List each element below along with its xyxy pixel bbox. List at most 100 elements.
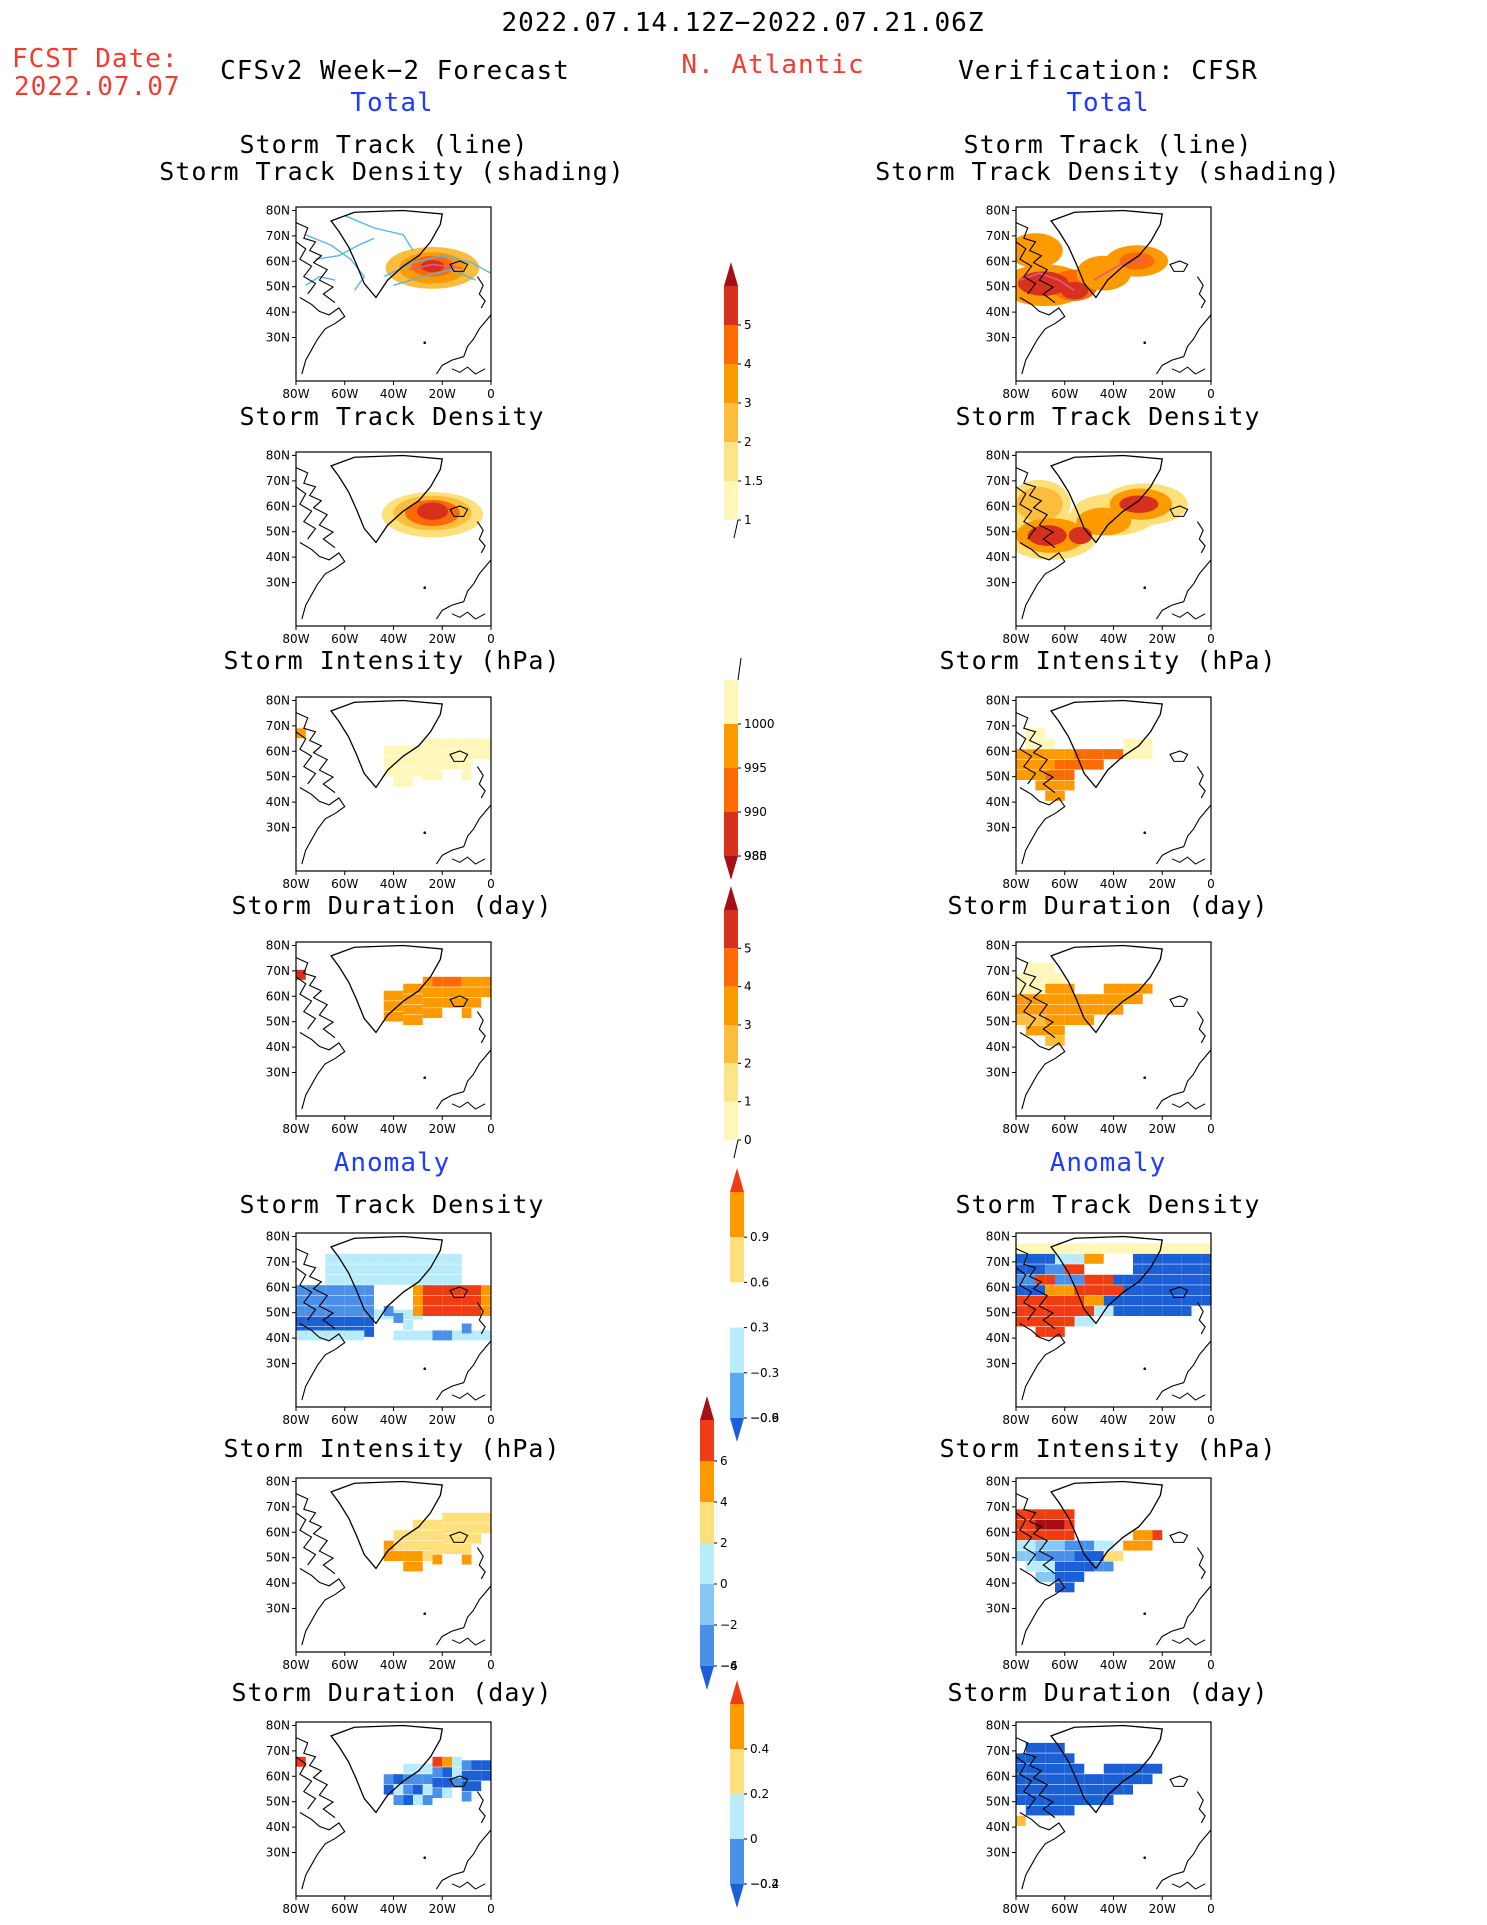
lon-tick-label: 20W bbox=[429, 877, 456, 891]
lat-tick-label: 60N bbox=[986, 254, 1010, 268]
lat-tick-label: 70N bbox=[986, 474, 1010, 488]
colorbar-tick-label: −4 bbox=[720, 1659, 738, 1673]
lat-tick-label: 40N bbox=[266, 550, 290, 564]
lon-tick-label: 40W bbox=[380, 877, 407, 891]
region-label: N. Atlantic bbox=[681, 50, 865, 80]
lat-tick-label: 70N bbox=[986, 1744, 1010, 1758]
lat-tick-label: 30N bbox=[986, 1602, 1010, 1616]
left-density-title: Storm Track Density bbox=[239, 402, 545, 431]
lon-tick-label: 80W bbox=[282, 1122, 309, 1136]
colorbar-swatch bbox=[724, 680, 738, 724]
left-intensity-title: Storm Intensity (hPa) bbox=[223, 646, 561, 675]
colorbar-swatch bbox=[730, 1704, 744, 1749]
colorbar-tick-label: 3 bbox=[744, 1018, 752, 1032]
lon-tick-label: 20W bbox=[1149, 877, 1176, 891]
lat-tick-label: 80N bbox=[986, 1229, 1010, 1243]
lat-tick-label: 70N bbox=[986, 1255, 1010, 1269]
colorbar-swatch bbox=[724, 286, 738, 325]
lon-tick-label: 80W bbox=[282, 1902, 309, 1916]
colorbar-tick-label: 0.6 bbox=[750, 1275, 769, 1289]
right-intensity-shading bbox=[1016, 699, 1211, 865]
lon-tick-label: 0 bbox=[487, 387, 495, 401]
colorbar-swatch bbox=[724, 986, 738, 1025]
colorbar-swatch bbox=[730, 1794, 744, 1839]
lat-tick-label: 60N bbox=[986, 1769, 1010, 1783]
lat-tick-label: 60N bbox=[986, 744, 1010, 758]
lat-tick-label: 40N bbox=[266, 795, 290, 809]
colorbar-swatch bbox=[724, 442, 738, 481]
lat-tick-label: 80N bbox=[986, 448, 1010, 462]
lat-tick-label: 40N bbox=[266, 305, 290, 319]
lat-tick-label: 50N bbox=[986, 1551, 1010, 1565]
left-anomaly-label: Anomaly bbox=[333, 1148, 451, 1178]
colorbar-swatch bbox=[724, 262, 738, 286]
lat-tick-label: 30N bbox=[986, 576, 1010, 590]
colorbar-tick-label: 6 bbox=[720, 1454, 728, 1468]
left-duration-title: Storm Duration (day) bbox=[231, 891, 553, 920]
colorbar-swatch bbox=[724, 325, 738, 364]
anom_density-colorbar: 0.9 0.6 0.3 −0.3 −0.6−0.9 bbox=[730, 1168, 779, 1442]
colorbar-swatch bbox=[700, 1584, 714, 1625]
right-intensity-map-panel: 80N 70N 60N 50N 40N 30N 80W 60W 40W 20W 0 bbox=[986, 693, 1215, 891]
lat-tick-label: 30N bbox=[986, 1357, 1010, 1371]
lon-tick-label: 20W bbox=[429, 387, 456, 401]
colorbar-tick-label: 0 bbox=[750, 1832, 758, 1846]
colorbar-swatch bbox=[700, 1420, 714, 1461]
colorbar-tick-label: 1000 bbox=[744, 717, 775, 731]
colorbar-swatch bbox=[724, 856, 738, 880]
right-anomaly-label: Anomaly bbox=[1049, 1148, 1167, 1178]
colorbar-tick-label: 1 bbox=[744, 513, 752, 527]
lat-tick-label: 60N bbox=[986, 989, 1010, 1003]
colorbar-swatch bbox=[730, 1327, 744, 1373]
colorbar-swatch bbox=[724, 724, 738, 768]
colorbar-swatch bbox=[700, 1461, 714, 1502]
right-anom-duration-shading bbox=[1016, 1724, 1211, 1890]
right-track-map-panel: 80N 70N 60N 50N 40N 30N 80W 60W 40W 20W 0 bbox=[986, 203, 1215, 401]
right-anom-density-map-panel: 80N 70N 60N 50N 40N 30N 80W 60W 40W 20W 0 bbox=[986, 1229, 1215, 1427]
lat-tick-label: 40N bbox=[986, 1040, 1010, 1054]
lon-tick-label: 40W bbox=[380, 632, 407, 646]
lon-tick-label: 40W bbox=[1100, 1902, 1127, 1916]
verification-title: Verification: CFSR bbox=[958, 56, 1258, 86]
lat-tick-label: 30N bbox=[266, 1066, 290, 1080]
lat-tick-label: 80N bbox=[986, 1474, 1010, 1488]
lon-tick-label: 80W bbox=[1002, 632, 1029, 646]
lat-tick-label: 70N bbox=[266, 474, 290, 488]
lon-tick-label: 80W bbox=[1002, 1122, 1029, 1136]
lon-tick-label: 0 bbox=[487, 1413, 495, 1427]
lat-tick-label: 70N bbox=[266, 1255, 290, 1269]
anom_duration-colorbar: 0.4 0.2 0 −0.2−0.4 bbox=[730, 1680, 779, 1908]
left-track-line-title: Storm Track (line) bbox=[239, 130, 529, 159]
colorbar-swatch bbox=[724, 1063, 738, 1102]
lat-tick-label: 30N bbox=[266, 576, 290, 590]
right-anom-density-title: Storm Track Density bbox=[955, 1190, 1261, 1219]
lat-tick-label: 60N bbox=[266, 1280, 290, 1294]
lon-tick-label: 80W bbox=[1002, 387, 1029, 401]
colorbar-tick-label: 3 bbox=[744, 396, 752, 410]
lat-tick-label: 80N bbox=[986, 938, 1010, 952]
left-intensity-shading bbox=[296, 699, 491, 865]
lat-tick-label: 30N bbox=[266, 331, 290, 345]
left-track-shading-title: Storm Track Density (shading) bbox=[159, 157, 625, 186]
lat-tick-label: 60N bbox=[986, 1525, 1010, 1539]
lat-tick-label: 40N bbox=[266, 1820, 290, 1834]
lat-tick-label: 80N bbox=[266, 203, 290, 217]
right-duration-map-panel: 80N 70N 60N 50N 40N 30N 80W 60W 40W 20W 0 bbox=[986, 938, 1215, 1136]
lat-tick-label: 50N bbox=[266, 770, 290, 784]
right-anom-duration-title: Storm Duration (day) bbox=[947, 1678, 1269, 1707]
lat-tick-label: 80N bbox=[266, 1474, 290, 1488]
lat-tick-label: 50N bbox=[986, 770, 1010, 784]
lon-tick-label: 60W bbox=[331, 1122, 358, 1136]
lat-tick-label: 80N bbox=[266, 693, 290, 707]
lon-tick-label: 80W bbox=[1002, 1902, 1029, 1916]
colorbar-tick-label: 990 bbox=[744, 805, 767, 819]
right-duration-shading bbox=[1016, 944, 1211, 1110]
lat-tick-label: 80N bbox=[986, 203, 1010, 217]
colorbar-swatch bbox=[730, 1839, 744, 1884]
colorbar-swatch bbox=[724, 364, 738, 403]
left-density-map-panel: 80N 70N 60N 50N 40N 30N 80W 60W 40W 20W 0 bbox=[266, 448, 495, 646]
lat-tick-label: 60N bbox=[986, 1280, 1010, 1294]
